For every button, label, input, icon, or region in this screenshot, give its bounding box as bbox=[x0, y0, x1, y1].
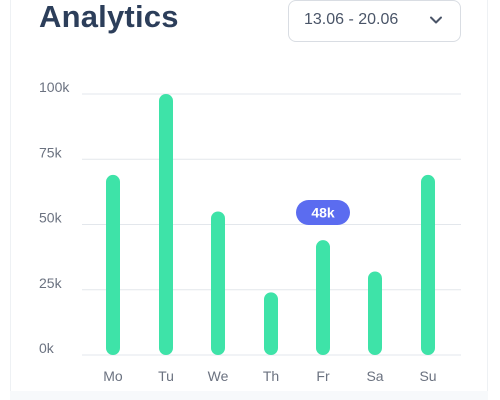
x-tick-label: We bbox=[208, 368, 229, 384]
page-title: Analytics bbox=[39, 0, 179, 34]
x-tick-label: Su bbox=[419, 368, 436, 384]
card-footer bbox=[10, 391, 488, 400]
y-tick-label: 50k bbox=[39, 210, 63, 226]
x-tick-label: Sa bbox=[366, 368, 383, 384]
bar bbox=[368, 271, 382, 355]
x-tick-label: Fr bbox=[316, 368, 330, 384]
bar bbox=[211, 211, 225, 355]
bar bbox=[106, 174, 120, 355]
bar bbox=[159, 94, 173, 355]
x-tick-label: Tu bbox=[158, 368, 174, 384]
bar bbox=[264, 292, 278, 355]
y-tick-label: 75k bbox=[39, 144, 63, 160]
x-tick-label: Mo bbox=[103, 368, 123, 384]
analytics-card bbox=[10, 0, 488, 400]
bar bbox=[316, 240, 330, 355]
chevron-down-icon bbox=[430, 16, 442, 24]
date-range-dropdown[interactable]: 13.06 - 20.06 bbox=[288, 0, 461, 42]
value-badge-label: 48k bbox=[311, 205, 335, 221]
bar bbox=[421, 174, 435, 355]
date-range-value: 13.06 - 20.06 bbox=[304, 11, 399, 28]
x-tick-label: Th bbox=[263, 368, 279, 384]
y-tick-label: 0k bbox=[39, 340, 55, 356]
value-badge bbox=[296, 200, 350, 225]
y-tick-label: 25k bbox=[39, 275, 63, 291]
y-tick-label: 100k bbox=[39, 79, 70, 95]
